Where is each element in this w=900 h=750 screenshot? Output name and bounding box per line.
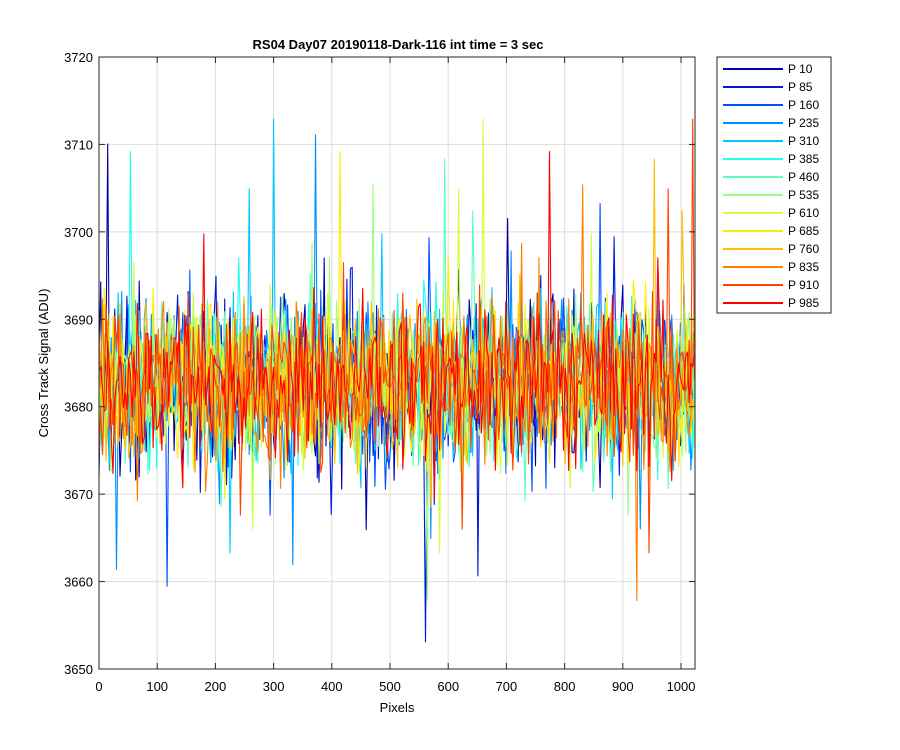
legend-label-5: P 385 bbox=[788, 152, 819, 166]
x-tick-labels: 0 100 200 300 400 500 600 700 800 900 1000 bbox=[95, 679, 695, 694]
series-line-9 bbox=[98, 150, 695, 500]
x-tick-label-10: 1000 bbox=[667, 679, 696, 694]
series-line-10 bbox=[98, 158, 695, 508]
x-tick-label-9: 900 bbox=[612, 679, 634, 694]
x-tick-label-1: 100 bbox=[146, 679, 168, 694]
legend-box bbox=[716, 56, 832, 314]
y-tick-labels: 3650 3660 3670 3680 3690 3700 3710 3720 bbox=[64, 50, 93, 677]
legend: P 10 P 85 P 160 P 235 P 310 P 385 P 460 P 535 P … bbox=[716, 56, 832, 314]
legend-label-1: P 85 bbox=[788, 80, 813, 94]
plot-frame bbox=[98, 56, 696, 670]
y-tick-label-7: 3720 bbox=[64, 50, 93, 65]
legend-label-7: P 535 bbox=[788, 188, 819, 202]
y-tick-label-4: 3690 bbox=[64, 312, 93, 327]
y-tick-label-5: 3700 bbox=[64, 225, 93, 240]
legend-label-3: P 235 bbox=[788, 116, 819, 130]
x-tick-label-5: 500 bbox=[379, 679, 401, 694]
x-tick-label-6: 600 bbox=[437, 679, 459, 694]
legend-label-4: P 310 bbox=[788, 134, 819, 148]
axis-ticks bbox=[98, 56, 695, 670]
chart-title: RS04 Day07 20190118-Dark-116 int time = … bbox=[253, 37, 544, 52]
y-tick-label-2: 3670 bbox=[64, 487, 93, 502]
y-tick-label-3: 3680 bbox=[64, 400, 93, 415]
x-tick-label-7: 700 bbox=[496, 679, 518, 694]
series-line-12 bbox=[98, 118, 695, 554]
x-axis-label: Pixels bbox=[380, 700, 415, 715]
y-tick-label-0: 3650 bbox=[64, 662, 93, 677]
y-tick-label-6: 3710 bbox=[64, 137, 93, 152]
series-lines bbox=[98, 118, 695, 643]
x-tick-label-2: 200 bbox=[205, 679, 227, 694]
series-line-13 bbox=[98, 150, 695, 500]
y-axis-label: Cross Track Signal (ADU) bbox=[36, 289, 51, 438]
x-tick-label-3: 300 bbox=[263, 679, 285, 694]
legend-label-2: P 160 bbox=[788, 98, 819, 112]
legend-label-11: P 835 bbox=[788, 260, 819, 274]
legend-label-0: P 10 bbox=[788, 62, 813, 76]
x-tick-label-8: 800 bbox=[554, 679, 576, 694]
legend-label-6: P 460 bbox=[788, 170, 819, 184]
legend-label-13: P 985 bbox=[788, 296, 819, 310]
legend-label-8: P 610 bbox=[788, 206, 819, 220]
y-tick-label-1: 3660 bbox=[64, 575, 93, 590]
x-tick-label-0: 0 bbox=[95, 679, 102, 694]
legend-label-12: P 910 bbox=[788, 278, 819, 292]
legend-label-9: P 685 bbox=[788, 224, 819, 238]
x-tick-label-4: 400 bbox=[321, 679, 343, 694]
legend-label-10: P 760 bbox=[788, 242, 819, 256]
